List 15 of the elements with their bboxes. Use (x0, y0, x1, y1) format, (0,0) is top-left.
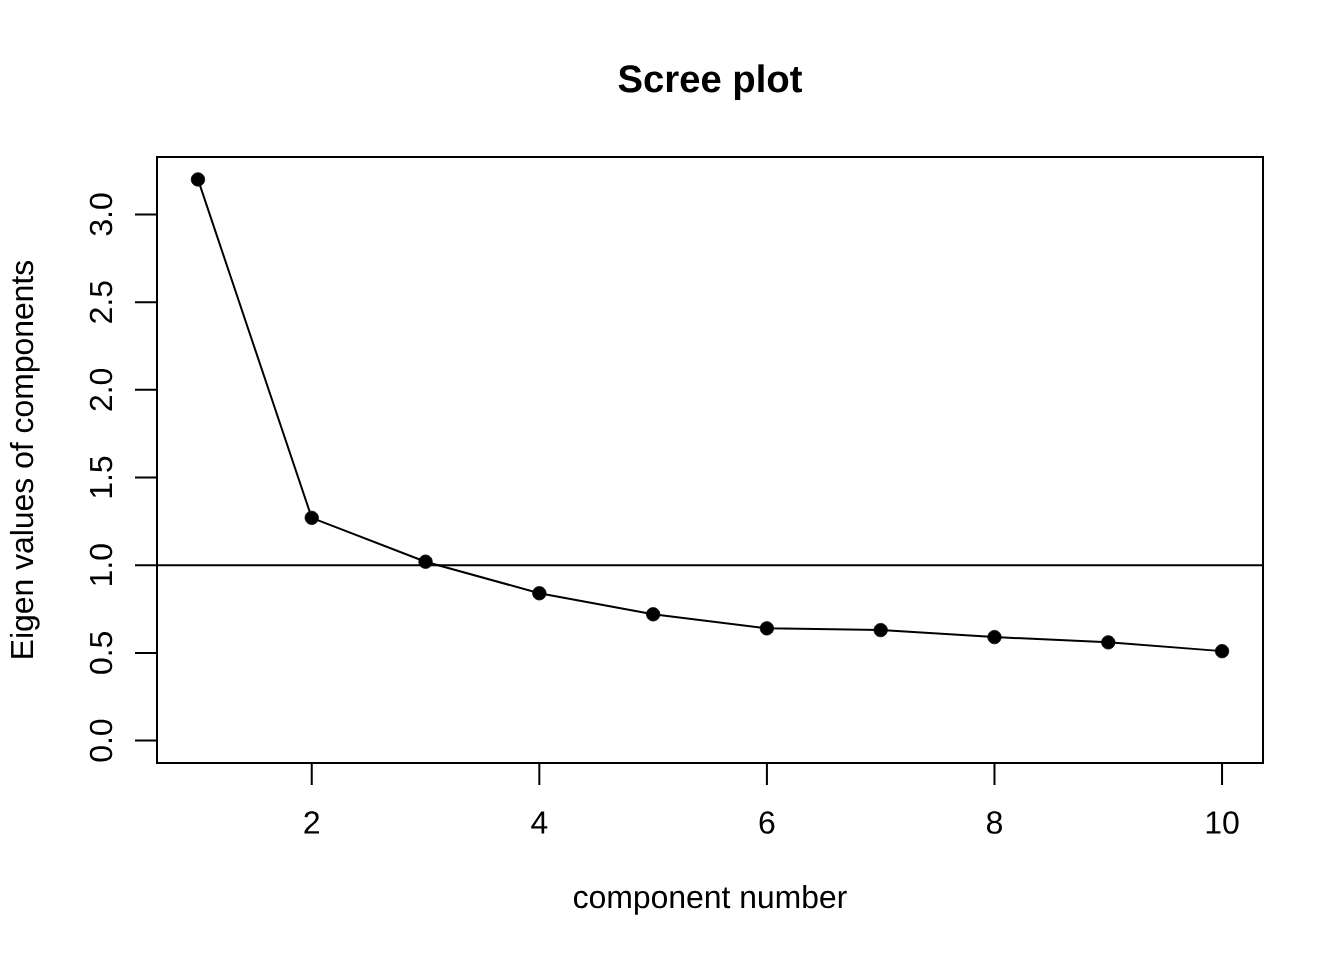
y-tick-label: 3.0 (89, 193, 113, 236)
y-tick-label: 2.5 (89, 281, 113, 323)
x-tick-label: 8 (986, 811, 1002, 834)
x-axis-title: component number (574, 884, 847, 915)
y-tick-label: 0.5 (89, 632, 113, 674)
x-tick-label: 4 (531, 811, 548, 834)
y-tick-label: 1.5 (90, 456, 113, 498)
chart-title: Scree plot (618, 64, 802, 101)
y-tick-label: 0.0 (89, 719, 113, 762)
y-tick-label: 2.0 (89, 368, 113, 411)
x-tick-label: 2 (304, 811, 320, 834)
x-tick-label: 6 (759, 811, 775, 834)
x-tick-label: 10 (1206, 811, 1239, 834)
y-axis-title: Eigen values of components (9, 260, 40, 658)
y-tick-label: 1.0 (89, 544, 113, 585)
